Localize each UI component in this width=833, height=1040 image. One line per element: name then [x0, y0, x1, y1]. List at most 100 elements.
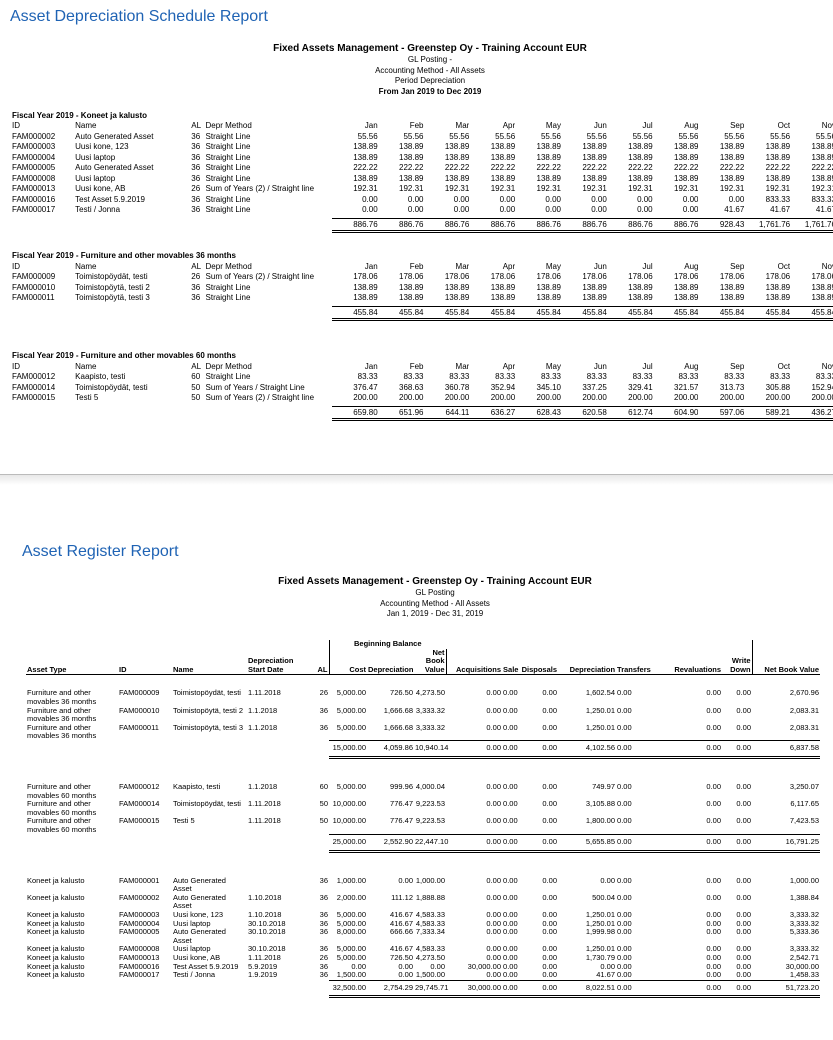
cell: 0.00 — [503, 705, 518, 715]
total-cell: 0.00 — [722, 979, 753, 999]
total-cell: 455.84 — [744, 306, 791, 321]
cell: 360.78 — [444, 382, 470, 392]
asset-row: FAM000008 Uusi laptop 36 Straight Line 138.8… — [12, 173, 833, 184]
cell: 83.33 — [586, 372, 607, 382]
cell: Koneet ja kalusto — [27, 970, 85, 980]
asset-row: Furniture and other movables 36 months FA… — [26, 689, 820, 706]
column-header: Nov — [821, 121, 833, 131]
asset-row: Koneet ja kalusto FAM000008 Uusi laptop 30.… — [26, 945, 820, 954]
blank — [12, 219, 332, 232]
column-header: Depr Method — [205, 121, 252, 131]
cell: Auto Generated Asset — [173, 927, 226, 945]
register-header: Fixed Assets Management - Greenstep Oy -… — [0, 575, 833, 620]
cell: 36 — [191, 293, 201, 303]
total-cell: 455.84 — [423, 306, 470, 321]
asset-row: FAM000010 Toimistopöytä, testi 2 36 Straigh… — [12, 282, 833, 293]
total-cell: 612.74 — [606, 406, 653, 421]
cell: 0.00 — [736, 918, 752, 928]
column-header: Jan — [364, 361, 378, 371]
cell: 36 — [319, 961, 328, 971]
cell: 0.00 — [617, 799, 632, 809]
cell: 83.33 — [357, 372, 378, 382]
cell: 0.00 — [706, 910, 722, 920]
cell: 0.00 — [736, 953, 752, 963]
cell: 0.00 — [362, 205, 378, 215]
spacer — [12, 231, 833, 251]
cell: 0.00 — [736, 722, 752, 732]
cell: 0.00 — [542, 953, 558, 963]
spacer — [26, 851, 820, 877]
cell: 192.31 — [536, 184, 561, 194]
cell: 1,800.00 — [585, 816, 616, 826]
cell: Sum of Years (2) / Straight line — [205, 272, 315, 282]
total-cell: 886.76 — [331, 218, 378, 233]
cell: 0.00 — [503, 722, 518, 732]
total-cell: 886.76 — [606, 218, 653, 233]
cell: 36 — [319, 705, 328, 715]
cell: FAM000015 — [119, 816, 160, 826]
cell: 55.56 — [403, 131, 424, 141]
cell: 0.00 — [706, 918, 722, 928]
cell: 0.00 — [706, 953, 722, 963]
cell: 2,542.71 — [789, 953, 820, 963]
total-cell: 628.43 — [515, 406, 561, 421]
asset-row: Furniture and other movables 36 months FA… — [26, 722, 820, 741]
cell: 138.89 — [353, 282, 378, 292]
cell: Furniture and other movables 60 months — [27, 816, 97, 834]
cell: 222.22 — [628, 163, 653, 173]
cell: 0.00 — [617, 961, 632, 971]
total-cell: 2,552.90 — [367, 834, 414, 853]
cell: FAM000004 — [119, 918, 160, 928]
total-cell: 928.43 — [698, 218, 745, 233]
cell: 26 — [319, 688, 328, 698]
total-cell: 4,102.56 — [558, 740, 617, 759]
cell: 0.00 — [617, 970, 632, 980]
spacer — [12, 319, 833, 351]
cell: 0.00 — [407, 205, 424, 215]
cell: 1,388.84 — [789, 892, 820, 902]
cell: 55.56 — [770, 131, 791, 141]
column-header: Sep — [730, 361, 745, 371]
cell: 138.89 — [399, 152, 424, 162]
cell: 0.00 — [542, 722, 558, 732]
spacer-cell — [26, 758, 820, 784]
cell: 1,250.01 — [585, 722, 616, 732]
cell: Uusi kone, 123 — [173, 910, 224, 920]
cell: 0.00 — [486, 722, 502, 732]
cell: Straight Line — [205, 142, 251, 152]
cell: 3,333.32 — [789, 910, 820, 920]
cell: 0.00 — [542, 944, 558, 954]
cell: 1.11.2018 — [248, 953, 281, 963]
cell: 138.89 — [399, 293, 424, 303]
total-cell: 0.00 — [666, 740, 723, 759]
cell: 178.06 — [399, 272, 424, 282]
column-header: Nov — [821, 261, 833, 271]
total-cell: 0.00 — [616, 979, 667, 999]
total-cell: 886.76 — [515, 218, 561, 233]
cell: Auto Generated Asset — [75, 131, 154, 141]
cell: 9,223.53 — [415, 799, 446, 809]
asset-row: Furniture and other movables 60 months FA… — [26, 782, 820, 800]
cell: 222.22 — [444, 163, 470, 173]
cell: 138.89 — [765, 282, 791, 292]
cell: 30,000.00 — [785, 961, 820, 971]
cell: 3,333.32 — [789, 918, 820, 928]
cell: 200.00 — [536, 393, 561, 403]
cell: 36 — [319, 944, 328, 954]
cell: 0.00 — [706, 782, 722, 792]
cell: 50 — [319, 816, 328, 826]
cell: 6,117.65 — [790, 799, 820, 809]
total-cell: 15,000.00 — [329, 740, 367, 759]
cell: 0.00 — [542, 816, 558, 826]
column-header: Feb — [409, 261, 424, 271]
cell: 749.97 — [592, 782, 616, 792]
cell: 1,250.01 — [585, 705, 616, 715]
cell: 0.00 — [503, 944, 518, 954]
cell: 10,000.00 — [332, 799, 366, 809]
blank — [26, 980, 329, 997]
cell: 1,888.88 — [415, 892, 446, 902]
cell: 152.94 — [811, 382, 833, 392]
cell: 0.00 — [503, 953, 518, 963]
cell: 1.1.2018 — [248, 782, 278, 792]
cell: 83.33 — [403, 372, 424, 382]
